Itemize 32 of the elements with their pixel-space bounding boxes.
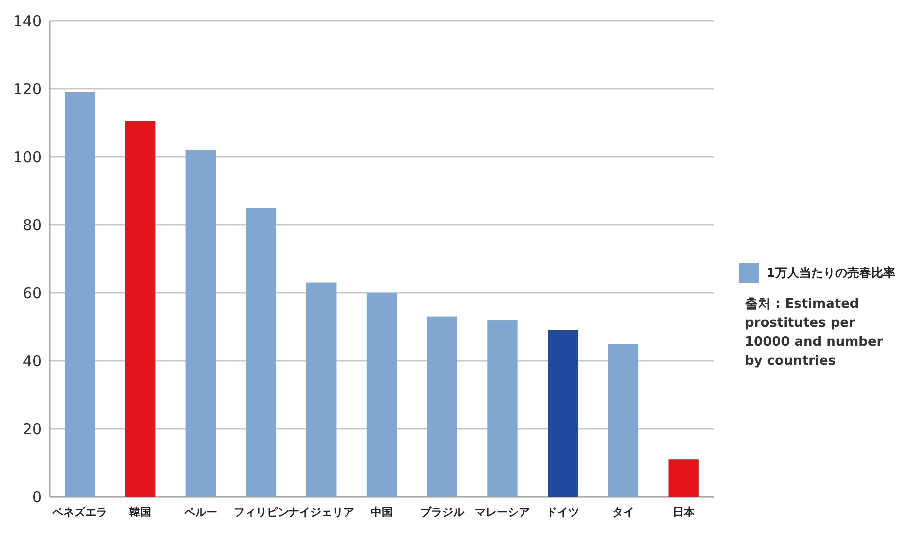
x-tick-label: 日本 (672, 506, 696, 519)
bar (427, 316, 458, 497)
y-tick-label: 60 (22, 284, 42, 302)
x-tick-label: フィリピン (234, 506, 289, 519)
y-tick-label: 20 (22, 420, 42, 438)
bar (246, 208, 276, 497)
bar (488, 320, 518, 497)
bar (608, 344, 639, 497)
x-tick-label: ベネズエラ (52, 506, 108, 519)
x-tick-label: ドイツ (546, 506, 580, 519)
bar (186, 150, 216, 497)
y-tick-label: 0 (32, 488, 42, 506)
y-tick-label: 140 (13, 12, 42, 30)
bar (125, 121, 156, 497)
y-tick-label: 100 (13, 148, 42, 166)
x-tick-label: ペルー (183, 506, 218, 519)
x-tick-label: マレーシア (475, 506, 530, 519)
bar (548, 330, 578, 497)
bar (366, 293, 398, 497)
x-tick-label: 中国 (371, 506, 393, 519)
y-tick-label: 80 (22, 216, 42, 234)
bar (306, 282, 337, 497)
bar (65, 92, 96, 497)
x-tick-label: タイ (612, 506, 634, 519)
y-tick-label: 40 (22, 352, 42, 370)
x-tick-label: ブラジル (420, 506, 466, 519)
x-tick-label: ナイジェリア (288, 506, 355, 519)
source-note: 출처 : Estimated prostitutes per 10000 and number by countries (745, 297, 884, 369)
legend-label: 1万人当たりの売春比率 (767, 266, 896, 280)
bar (668, 460, 699, 497)
y-tick-label: 120 (13, 80, 42, 98)
x-tick-label: 韓国 (130, 506, 152, 519)
